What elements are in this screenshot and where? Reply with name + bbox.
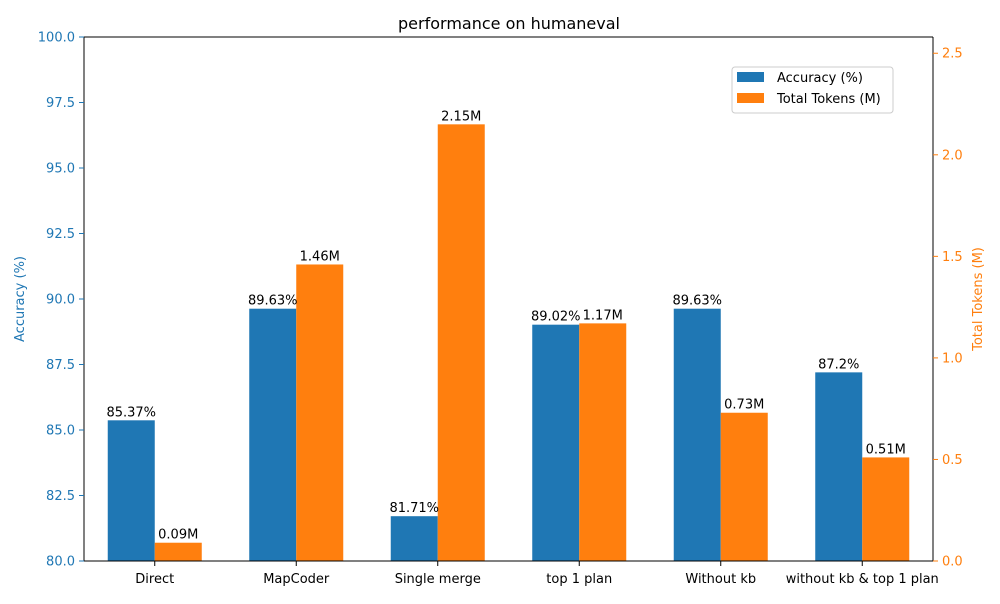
y-left-tick-label: 90.0 xyxy=(46,293,75,308)
bar-tokens xyxy=(720,412,768,561)
legend-label: Total Tokens (M) xyxy=(776,92,881,107)
bar-tokens xyxy=(154,542,202,561)
data-label-tokens: 2.15M xyxy=(441,109,481,124)
y-right-tick-label: 2.0 xyxy=(942,148,963,163)
legend-swatch xyxy=(737,72,764,82)
bars-layer xyxy=(107,124,910,561)
bar-accuracy xyxy=(107,420,155,561)
y-right-tick-label: 0.0 xyxy=(942,555,963,570)
y-right-tick-label: 1.5 xyxy=(942,250,963,265)
x-tick-label: Without kb xyxy=(685,572,756,587)
data-label-tokens: 0.73M xyxy=(724,398,764,413)
y-right-tick-label: 1.0 xyxy=(942,351,963,366)
x-tick-label: Direct xyxy=(135,572,174,587)
y-right-tick-label: 0.5 xyxy=(942,453,963,468)
data-label-tokens: 1.17M xyxy=(583,308,623,323)
y-left-tick-label: 80.0 xyxy=(46,555,75,570)
legend-box xyxy=(731,66,894,114)
data-label-accuracy: 87.2% xyxy=(818,357,859,372)
axes-layer: Direct MapCoder Single merge top 1 plan With… xyxy=(13,31,986,588)
bar-tokens xyxy=(579,323,627,561)
x-tick-label: without kb & top 1 plan xyxy=(786,572,939,587)
bar-tokens xyxy=(437,124,485,561)
y-left-axis-label: Accuracy (%) xyxy=(13,256,28,342)
data-label-accuracy: 89.02% xyxy=(531,310,581,325)
bar-accuracy xyxy=(815,372,863,561)
y-right-axis-label: Total Tokens (M) xyxy=(971,247,986,352)
y-left-tick-label: 87.5 xyxy=(46,358,75,373)
legend-label: Accuracy (%) xyxy=(777,71,863,86)
legend: Accuracy (%) Total Tokens (M) xyxy=(731,66,894,114)
y-left-tick-label: 95.0 xyxy=(46,162,75,177)
data-label-accuracy: 89.63% xyxy=(672,294,722,309)
data-label-tokens: 0.51M xyxy=(866,442,906,457)
bar-accuracy xyxy=(673,308,721,561)
chart-title: performance on humaneval xyxy=(398,14,620,33)
data-label-accuracy: 81.71% xyxy=(389,501,439,516)
y-left-tick-label: 100.0 xyxy=(38,31,75,46)
y-right-tick-label: 2.5 xyxy=(942,47,963,62)
x-tick-label: Single merge xyxy=(395,572,481,587)
x-tick-label: top 1 plan xyxy=(546,572,612,587)
y-left-tick-label: 92.5 xyxy=(46,227,75,242)
bar-tokens xyxy=(862,457,910,561)
data-label-tokens: 1.46M xyxy=(300,249,340,264)
bar-tokens xyxy=(296,264,344,561)
y-left-tick-label: 97.5 xyxy=(46,96,75,111)
y-left-tick-label: 82.5 xyxy=(46,489,75,504)
data-label-accuracy: 85.37% xyxy=(106,405,156,420)
data-label-tokens: 0.09M xyxy=(158,528,198,543)
bar-accuracy xyxy=(390,516,438,561)
y-left-tick-label: 85.0 xyxy=(46,424,75,439)
data-label-accuracy: 89.63% xyxy=(248,294,298,309)
x-tick-label: MapCoder xyxy=(263,572,330,587)
bar-accuracy xyxy=(532,324,580,561)
data-labels-layer: 85.37% 89.63% 81.71% 89.02% 89.63% 87.2% 0.09M… xyxy=(106,109,905,542)
legend-swatch xyxy=(737,93,764,103)
bar-accuracy xyxy=(249,308,297,561)
